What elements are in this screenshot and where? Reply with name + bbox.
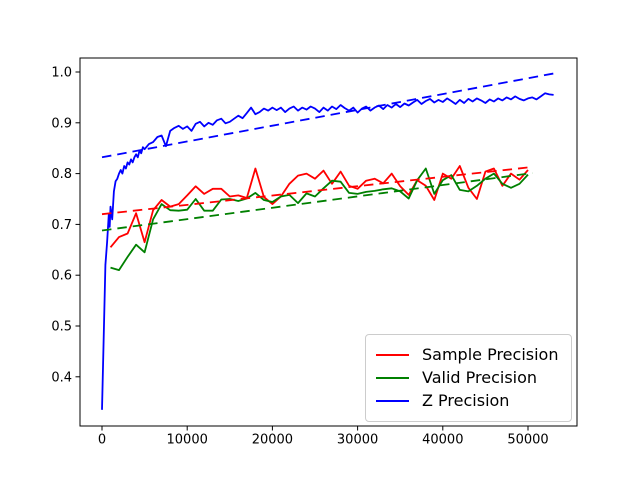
x-tick-label: 0 <box>98 433 106 448</box>
sample-precision-trend-line <box>101 166 533 216</box>
legend-item-z-precision: Z Precision <box>376 390 561 413</box>
x-tick-label: 30000 <box>337 433 378 448</box>
y-tick-label: 0.5 <box>51 320 72 335</box>
y-tick-label: 1.0 <box>51 66 72 81</box>
legend: Sample Precision Valid Precision Z Preci… <box>365 334 572 422</box>
legend-label-valid-precision: Valid Precision <box>422 367 538 387</box>
valid-precision-line <box>110 167 529 272</box>
legend-item-valid-precision: Valid Precision <box>376 366 561 389</box>
y-tick-label: 0.8 <box>51 167 72 182</box>
x-tick-label: 20000 <box>252 433 293 448</box>
legend-item-sample-precision: Sample Precision <box>376 343 561 366</box>
valid-precision-trend-line <box>101 172 533 232</box>
z-precision-line <box>101 92 554 410</box>
z-precision-trend-line <box>101 72 554 159</box>
y-tick-label: 0.4 <box>51 370 72 385</box>
legend-label-z-precision: Z Precision <box>422 391 510 411</box>
x-tick-label: 10000 <box>167 433 208 448</box>
x-tick-label: 50000 <box>507 433 548 448</box>
legend-line-valid-precision <box>376 376 409 379</box>
plot-area-border <box>79 57 578 427</box>
legend-line-sample-precision <box>376 353 409 356</box>
y-tick-label: 0.7 <box>51 218 72 233</box>
y-tick-label: 0.9 <box>51 116 72 131</box>
sample-precision-line <box>109 165 529 248</box>
x-tick-label: 40000 <box>422 433 463 448</box>
legend-line-z-precision <box>376 400 409 403</box>
legend-label-sample-precision: Sample Precision <box>422 344 559 364</box>
y-tick-label: 0.6 <box>51 269 72 284</box>
